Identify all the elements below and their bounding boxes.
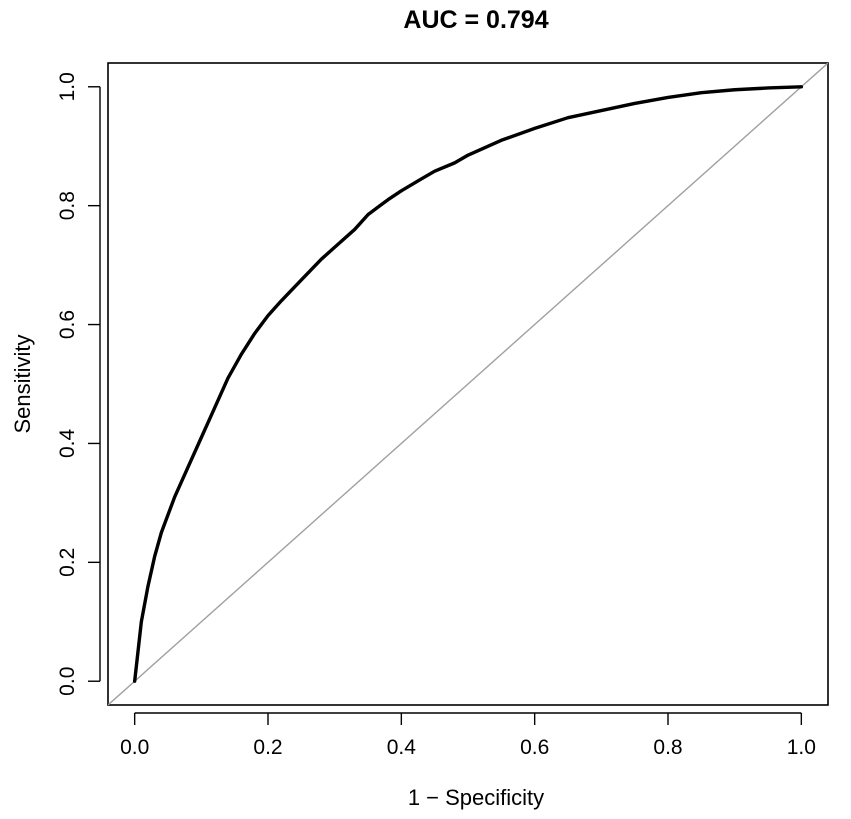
- y-axis-label: Sensitivity: [10, 334, 35, 433]
- plot-area: [108, 63, 828, 705]
- plot-frame: [107, 62, 829, 706]
- x-tick-label: 0.2: [253, 736, 282, 759]
- x-tick-label: 0.0: [120, 736, 149, 759]
- x-axis: 0.0 0.2 0.4 0.6 0.8 1.0: [120, 712, 816, 759]
- y-axis: 0.0 0.2 0.4 0.6 0.8 1.0: [56, 72, 101, 696]
- x-tick-label: 0.6: [520, 736, 549, 759]
- reference-diagonal-line: [108, 63, 828, 705]
- x-axis-label: 1 − Specificity: [408, 785, 544, 810]
- roc-curve-line: [132, 85, 804, 683]
- y-tick-label: 0.2: [56, 548, 79, 577]
- x-tick-label: 0.4: [387, 736, 417, 759]
- chart-title: AUC = 0.794: [403, 6, 548, 34]
- x-tick-label: 1.0: [787, 736, 816, 759]
- x-tick-label: 0.8: [653, 736, 682, 759]
- y-tick-label: 1.0: [56, 72, 79, 101]
- y-tick-label: 0.6: [56, 310, 79, 339]
- y-tick-label: 0.0: [56, 667, 79, 696]
- y-tick-label: 0.8: [56, 191, 79, 220]
- y-tick-label: 0.4: [56, 429, 79, 459]
